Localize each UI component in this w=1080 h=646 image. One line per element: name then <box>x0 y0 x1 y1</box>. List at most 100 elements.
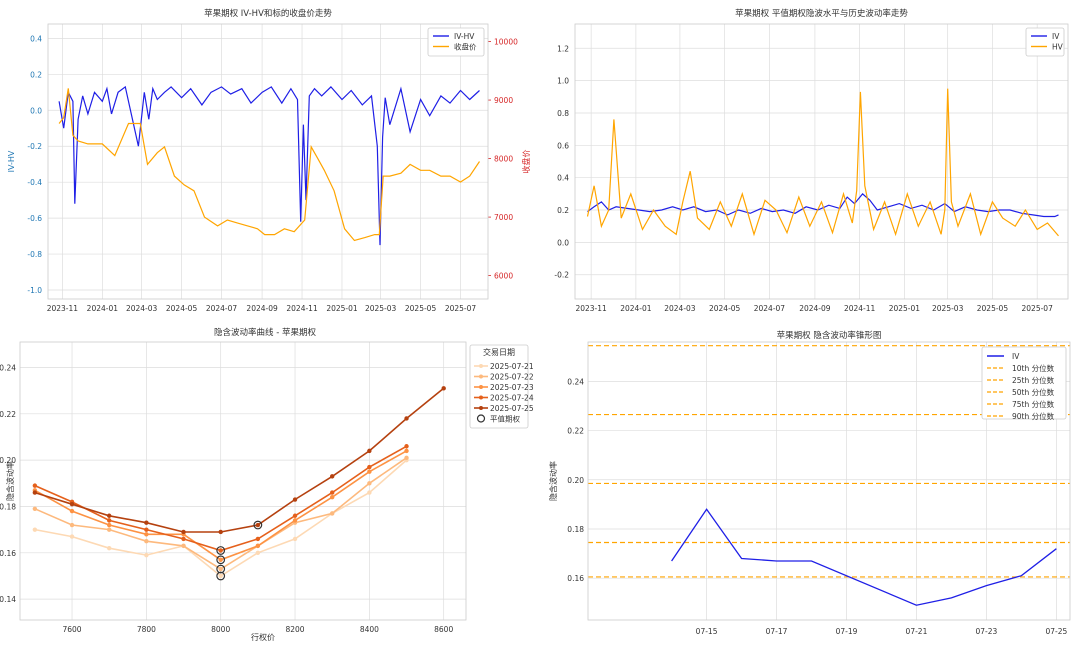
chart-title: 苹果期权 隐含波动率锥形图 <box>777 330 882 341</box>
x-tick-label: 07-23 <box>976 627 998 636</box>
smile-point <box>32 483 38 488</box>
y-tick-label: 0.6 <box>557 141 569 150</box>
smile-point <box>69 522 75 528</box>
legend-label: IV-HV <box>454 32 475 41</box>
smile-point <box>255 536 261 542</box>
legend-frame <box>427 27 485 57</box>
legend-swatch-dot <box>479 395 483 400</box>
legend-label: 2025-07-21 <box>490 362 534 371</box>
legend: IV 10th 分位数 25th 分位数 50th 分位数 75th 分位数 90th 分… <box>981 346 1067 421</box>
legend-label: 90th 分位数 <box>1012 411 1055 421</box>
y-tick-label: 0.24 <box>567 377 584 386</box>
y-tick-label: 1.0 <box>557 77 569 86</box>
x-tick-label: 2024-01 <box>87 304 119 313</box>
smile-point <box>69 534 75 539</box>
smile-line-4 <box>34 387 445 533</box>
x-tick-label: 07-15 <box>696 627 718 636</box>
legend-label: 平值期权 <box>490 414 520 424</box>
y-left-tick-label: -0.4 <box>27 178 42 187</box>
smile-point <box>144 520 149 525</box>
legend-label: 10th 分位数 <box>1012 363 1055 373</box>
smile-point <box>32 506 38 511</box>
legend-label: 25th 分位数 <box>1012 375 1055 385</box>
x-axis-label: 行权价 <box>251 632 275 642</box>
smile-point <box>292 536 298 542</box>
x-tick-label: 07-17 <box>766 627 788 636</box>
y-axis-label: 隐含波动率 <box>5 461 15 501</box>
smile-point <box>367 481 372 486</box>
x-tick-label: 2024-07 <box>754 304 786 313</box>
x-tick-label: 2025-01 <box>889 304 921 313</box>
smile-point <box>107 518 112 523</box>
plot-frame <box>47 23 489 300</box>
smile-point <box>218 557 223 562</box>
x-tick-label: 2024-09 <box>799 304 831 313</box>
smile-point <box>218 573 223 579</box>
x-tick-label: 2025-07 <box>445 304 477 313</box>
x-tick-label: 2025-07 <box>1022 304 1054 313</box>
smile-point <box>144 532 149 537</box>
x-tick-label: 07-21 <box>906 627 928 636</box>
legend-label: IV <box>1012 352 1020 361</box>
smile-point <box>218 566 223 572</box>
x-tick-label: 2023-11 <box>47 304 79 313</box>
y-tick-label: 0.18 <box>567 525 584 534</box>
y-right-tick-label: 6000 <box>494 272 513 281</box>
smile-point <box>330 474 335 479</box>
x-tick-label: 8000 <box>211 625 230 634</box>
smile-point <box>69 501 75 507</box>
smile-point <box>330 495 335 500</box>
smile-point <box>107 513 112 518</box>
x-tick-label: 2024-05 <box>166 304 198 313</box>
smile-point <box>367 448 372 454</box>
smile-point <box>144 527 149 532</box>
x-tick-label: 2024-05 <box>709 304 741 313</box>
y-tick-label: 0.16 <box>567 574 584 583</box>
smile-point <box>330 490 335 495</box>
y-tick-label: 0.16 <box>0 549 16 558</box>
smile-point <box>367 464 372 470</box>
legend-swatch-dot <box>479 406 483 410</box>
y-tick-label: 0.18 <box>0 502 16 511</box>
smile-point <box>367 469 372 474</box>
legend-label: 50th 分位数 <box>1012 387 1055 397</box>
smile-point <box>367 490 372 495</box>
smile-point <box>32 527 38 532</box>
x-tick-label: 2024-11 <box>844 304 876 313</box>
x-tick-label: 07-19 <box>836 627 858 636</box>
smile-point <box>218 548 223 553</box>
legend-swatch-dot <box>479 374 483 379</box>
y-left-axis-label: IV-HV <box>7 150 16 172</box>
smile-point <box>292 518 298 523</box>
y-left-tick-label: 0.0 <box>30 106 42 115</box>
smile-point <box>404 455 409 461</box>
x-tick-label: 2025-03 <box>932 304 964 313</box>
chart-title: 隐含波动率曲线 - 苹果期权 <box>214 327 316 338</box>
atm-marker <box>253 520 263 530</box>
smile-point <box>181 529 186 535</box>
y-left-tick-label: -0.2 <box>27 142 42 151</box>
x-tick-label: 7800 <box>137 625 156 634</box>
y-axis-label: 隐含波动率 <box>548 461 558 501</box>
smile-point <box>218 529 223 535</box>
y-tick-label: 0.2 <box>557 206 569 215</box>
x-tick-label: 2025-01 <box>326 304 358 313</box>
y-tick-label: 0.8 <box>557 109 569 118</box>
smile-point <box>292 497 298 502</box>
smile-point <box>292 513 298 518</box>
x-tick-label: 8400 <box>360 625 379 634</box>
legend-frame <box>1025 27 1065 57</box>
chart-iv-hv-trend: 2023-11 2024-01 2024-03 2024-05 2024-07 2024-… <box>554 8 1068 313</box>
x-tick-label: 2024-07 <box>206 304 238 313</box>
smile-point <box>255 550 261 556</box>
y-tick-label: 0.20 <box>0 456 16 465</box>
y-left-tick-label: -0.6 <box>27 214 42 223</box>
y-tick-label: -0.2 <box>554 271 569 280</box>
legend-label: 2025-07-25 <box>490 404 534 413</box>
iv-line <box>671 508 1057 606</box>
x-tick-label: 2025-05 <box>405 304 437 313</box>
smile-point <box>181 543 186 549</box>
smile-point <box>32 490 38 495</box>
legend-title: 交易日期 <box>483 347 515 357</box>
